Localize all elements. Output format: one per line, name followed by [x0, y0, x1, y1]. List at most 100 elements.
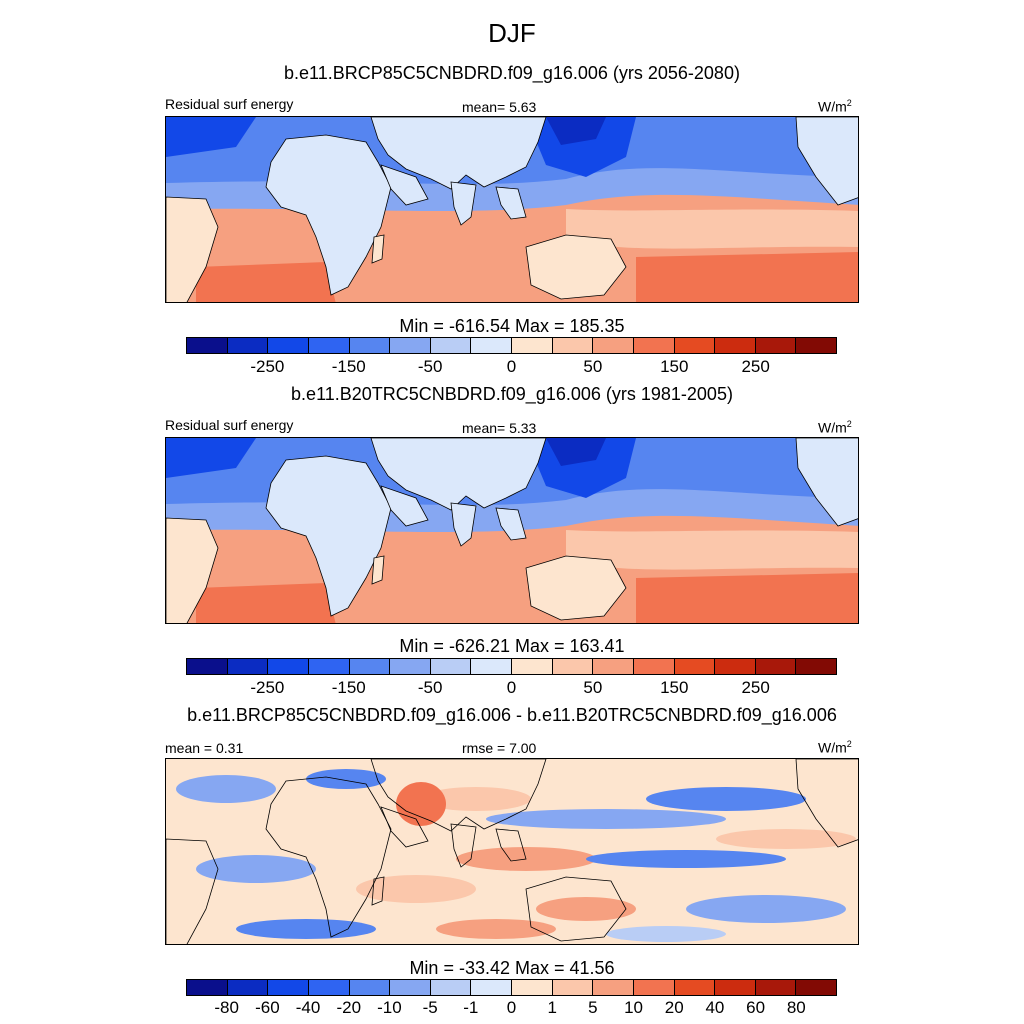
- figure-title: DJF: [488, 18, 536, 48]
- colorbar-swatch: [268, 338, 309, 353]
- colorbar-tick-label: -150: [331, 678, 366, 697]
- colorbar-swatch: [227, 659, 269, 674]
- colorbar-tick-label: -60: [255, 998, 280, 1017]
- colorbar-swatch: [430, 980, 472, 995]
- colorbar-swatch: [755, 980, 797, 995]
- difference-anomaly-region: [176, 775, 276, 803]
- difference-anomaly-region: [686, 895, 846, 923]
- panel-2-colorbar: [186, 658, 837, 675]
- colorbar-tick-label: -40: [295, 998, 321, 1017]
- panel-2-variable-label: Residual surf energy: [165, 417, 294, 433]
- colorbar-swatch: [715, 338, 756, 353]
- colorbar-tick-label: -50: [417, 678, 443, 697]
- colorbar-tick-label: 250: [741, 678, 770, 697]
- colorbar-tick-label: -250: [250, 678, 285, 697]
- colorbar-swatch: [674, 659, 716, 674]
- colorbar-tick-label: 1: [547, 998, 557, 1017]
- south-america-landmass: [166, 838, 219, 944]
- colorbar-tick-label: 50: [583, 678, 603, 697]
- southeast-asia-landmass: [495, 507, 527, 541]
- colorbar-tick-label: -10: [377, 998, 402, 1017]
- colorbar-tick-label: 20: [664, 998, 684, 1017]
- colorbar-swatch: [308, 659, 350, 674]
- colorbar-swatch: [552, 338, 594, 353]
- kuroshio-region: [526, 117, 636, 177]
- south-america-landmass: [166, 517, 219, 623]
- north-atlantic-region: [166, 438, 256, 478]
- colorbar-tick-label: 250: [741, 357, 770, 376]
- kuroshio-core: [546, 438, 606, 466]
- colorbar-swatch: [430, 338, 472, 353]
- panel-1-colorbar: [186, 337, 837, 354]
- difference-anomaly-region: [421, 787, 531, 811]
- colorbar-swatch: [674, 980, 716, 995]
- south-america-landmass: [166, 196, 219, 302]
- colorbar-tick-label: 50: [583, 357, 603, 376]
- colorbar-tick-label: -5: [422, 998, 438, 1017]
- panel-1-mean-label: mean= 5.63: [462, 99, 537, 115]
- colorbar-swatch: [633, 659, 675, 674]
- colorbar-swatch: [187, 659, 228, 674]
- panel-3-stats: Min = -33.42 Max = 41.56: [409, 958, 615, 978]
- colorbar-tick-label: -50: [417, 357, 443, 376]
- colorbar-tick-label: -80: [214, 998, 239, 1017]
- australia-landmass: [525, 876, 627, 942]
- difference-anomaly-region: [396, 782, 446, 826]
- colorbar-swatch: [471, 659, 512, 674]
- difference-anomaly-region: [356, 875, 476, 903]
- colorbar-tick-label: 5: [588, 998, 598, 1017]
- colorbar-swatch: [187, 338, 228, 353]
- south-pacific-region: [636, 252, 858, 302]
- panel-2-units: W/m2: [818, 419, 852, 436]
- difference-anomaly-region: [536, 897, 636, 921]
- arabia-landmass: [380, 164, 429, 206]
- madagascar-landmass: [371, 876, 385, 906]
- panel-1-stats: Min = -616.54 Max = 185.35: [399, 316, 625, 336]
- kuroshio-region: [526, 438, 636, 498]
- colorbar-swatch: [268, 659, 309, 674]
- colorbar-swatch: [674, 338, 716, 353]
- arabia-landmass: [380, 485, 429, 527]
- colorbar-swatch: [593, 659, 634, 674]
- panel-3-units: W/m2: [818, 739, 852, 756]
- colorbar-swatch: [552, 659, 594, 674]
- south-pacific-region: [636, 573, 858, 623]
- panel-2-colorbar-ticks: -250 -150 -50 0 50 150 250: [186, 678, 837, 698]
- panel-1-map: [165, 116, 859, 303]
- colorbar-swatch: [227, 980, 269, 995]
- colorbar-tick-label: 40: [705, 998, 725, 1017]
- colorbar-swatch: [633, 338, 675, 353]
- colorbar-swatch: [390, 659, 431, 674]
- panel-2-mean-label: mean= 5.33: [462, 420, 537, 436]
- colorbar-swatch: [227, 338, 269, 353]
- panel-3-title: b.e11.BRCP85C5CNBDRD.f09_g16.006 - b.e11…: [187, 705, 837, 725]
- panel-1-title: b.e11.BRCP85C5CNBDRD.f09_g16.006 (yrs 20…: [284, 63, 740, 83]
- colorbar-tick-label: 80: [786, 998, 806, 1017]
- colorbar-swatch: [512, 338, 553, 353]
- colorbar-swatch: [349, 980, 391, 995]
- north-america-landmass: [795, 117, 858, 206]
- north-atlantic-region: [166, 117, 256, 157]
- africa-landmass: [265, 455, 392, 617]
- difference-anomaly-region: [436, 919, 556, 939]
- colorbar-tick-label: -1: [463, 998, 479, 1017]
- colorbar-swatch: [390, 338, 431, 353]
- colorbar-swatch: [268, 980, 309, 995]
- colorbar-tick-label: 150: [660, 357, 689, 376]
- colorbar-tick-label: 150: [660, 678, 689, 697]
- colorbar-swatch: [308, 980, 350, 995]
- australia-landmass: [525, 555, 627, 621]
- colorbar-swatch: [390, 980, 431, 995]
- southeast-asia-landmass: [495, 828, 527, 862]
- difference-anomaly-region: [606, 926, 726, 942]
- colorbar-swatch: [593, 338, 634, 353]
- difference-anomaly-region: [236, 919, 376, 939]
- colorbar-tick-label: 60: [746, 998, 766, 1017]
- colorbar-swatch: [755, 659, 797, 674]
- europe-asia-landmass: [370, 117, 547, 190]
- panel-3-colorbar-ticks: -80 -60 -40 -20 -10 -5 -1 0 1 5 10 20 40 60 80: [186, 998, 837, 1018]
- europe-asia-landmass: [370, 759, 547, 832]
- panel-1-variable-label: Residual surf energy: [165, 96, 294, 112]
- difference-anomaly-region: [646, 787, 806, 811]
- colorbar-swatch: [471, 338, 512, 353]
